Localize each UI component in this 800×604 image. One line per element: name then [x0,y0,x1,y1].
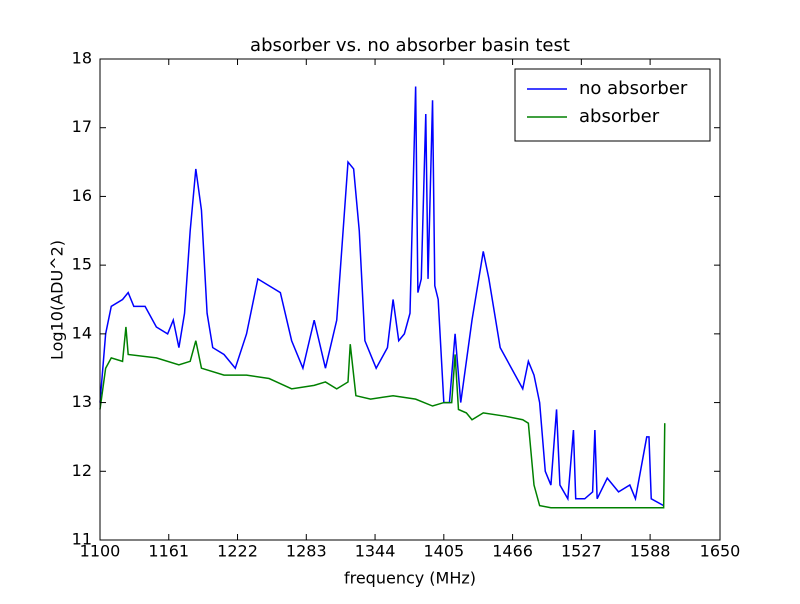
y-tick-label: 16 [72,186,92,205]
x-tick-label: 1344 [355,542,396,561]
x-tick-label: 1161 [148,542,189,561]
legend-box [514,68,711,142]
x-tick-label: 1222 [217,542,258,561]
x-tick-label: 1588 [630,542,671,561]
y-tick-label: 12 [72,461,92,480]
x-tick-label: 1527 [561,542,602,561]
x-tick-label: 1466 [492,542,533,561]
y-tick-label: 15 [72,255,92,274]
x-tick-label: 1405 [423,542,464,561]
series-line [99,326,666,509]
chart-title: absorber vs. no absorber basin test [250,35,570,56]
plot-frame [99,58,721,541]
legend-label: no absorber [579,78,688,99]
y-tick-label: 17 [72,117,92,136]
x-tick-label: 1100 [80,542,121,561]
legend-label: absorber [579,106,660,127]
x-tick-label: 1650 [700,542,741,561]
y-tick-label: 14 [72,323,92,342]
y-tick-label: 13 [72,392,92,411]
y-tick-label: 18 [72,49,92,68]
series-line [99,86,665,507]
y-tick-label: 11 [72,530,92,549]
x-axis-label: frequency (MHz) [344,569,476,588]
y-axis-label: Log10(ADU^2) [48,240,67,360]
x-tick-label: 1283 [286,542,327,561]
